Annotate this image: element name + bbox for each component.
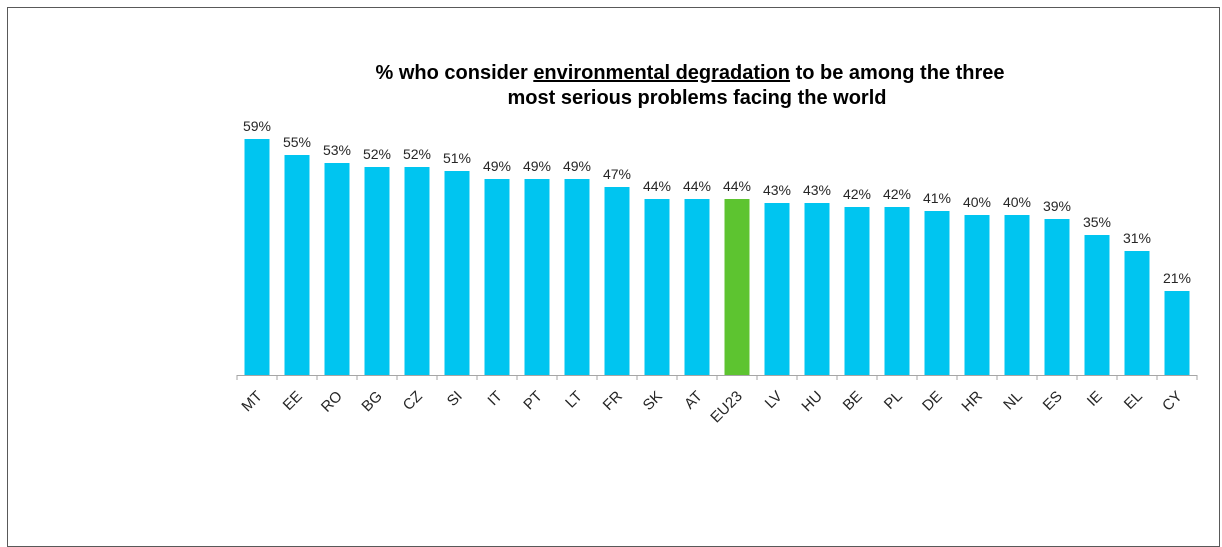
bar-sk — [644, 199, 670, 375]
data-label-hu: 43% — [803, 182, 831, 198]
data-labels-group: 59% 55% 53% 52% 52% 51% 49% 49% 49% 47% 44% 44% 44% 4… — [243, 118, 1191, 286]
tick-label-es: ES — [1040, 388, 1066, 414]
bar-nl — [1004, 215, 1030, 375]
tick-label-mt: MT — [238, 388, 265, 415]
bar-de — [924, 211, 950, 375]
bar-cy — [1164, 291, 1190, 375]
bar-mt — [244, 139, 270, 375]
bar-hu — [804, 203, 830, 375]
bar-it — [484, 179, 510, 375]
tick-label-si: SI — [444, 388, 466, 410]
data-label-bg: 52% — [363, 146, 391, 162]
data-label-be: 42% — [843, 186, 871, 202]
data-label-pt: 49% — [523, 158, 551, 174]
chart-title-before: % who consider — [376, 62, 534, 84]
data-label-fr: 47% — [603, 166, 631, 182]
tick-label-cy: CY — [1159, 388, 1186, 415]
data-label-mt: 59% — [243, 118, 271, 134]
tick-label-hr: HR — [958, 388, 985, 415]
bar-pl — [884, 207, 910, 375]
chart-title-after: to be among the three — [790, 62, 1004, 84]
bar-at — [684, 199, 710, 375]
tick-label-at: AT — [681, 388, 706, 413]
bar-cz — [404, 167, 430, 375]
tick-label-nl: NL — [1000, 388, 1026, 414]
tick-label-hu: HU — [798, 388, 825, 415]
data-label-ro: 53% — [323, 142, 351, 158]
data-label-eu23: 44% — [723, 178, 751, 194]
data-label-de: 41% — [923, 190, 951, 206]
tick-label-ee: EE — [280, 388, 306, 414]
chart-title-underlined: environmental degradation — [533, 62, 790, 84]
bar-be — [844, 207, 870, 375]
tick-label-sk: SK — [640, 388, 666, 414]
bar-eu23 — [724, 199, 750, 375]
data-label-pl: 42% — [883, 186, 911, 202]
bar-chart: % who consider environmental degradation… — [236, 62, 1198, 427]
tick-label-pl: PL — [881, 388, 906, 413]
data-label-lv: 43% — [763, 182, 791, 198]
data-label-ie: 35% — [1083, 214, 1111, 230]
bar-lv — [764, 203, 790, 375]
data-label-cz: 52% — [403, 146, 431, 162]
tick-label-be: BE — [840, 388, 866, 414]
tick-label-fr: FR — [600, 388, 626, 414]
tick-label-ie: IE — [1084, 388, 1106, 410]
data-label-si: 51% — [443, 150, 471, 166]
tick-label-lv: LV — [762, 388, 786, 412]
data-label-sk: 44% — [643, 178, 671, 194]
chart-title-line-1: % who consider environmental degradation… — [376, 62, 1005, 84]
tick-label-de: DE — [919, 388, 946, 415]
data-label-hr: 40% — [963, 194, 991, 210]
tick-label-bg: BG — [358, 388, 385, 415]
bars-group — [244, 139, 1190, 375]
bar-si — [444, 171, 470, 375]
data-label-at: 44% — [683, 178, 711, 194]
data-label-ee: 55% — [283, 134, 311, 150]
chart-title-line-2: most serious problems facing the world — [508, 87, 887, 109]
bar-ro — [324, 163, 350, 375]
bar-bg — [364, 167, 390, 375]
tick-label-lt: LT — [562, 388, 586, 412]
bar-pt — [524, 179, 550, 375]
tick-label-it: IT — [484, 388, 505, 409]
x-axis: MT EE RO BG CZ SI IT PT LT FR SK AT EU23 LV HU BE PL DE HR… — [236, 375, 1198, 427]
data-label-it: 49% — [483, 158, 511, 174]
bar-lt — [564, 179, 590, 375]
bar-el — [1124, 251, 1150, 375]
tick-label-cz: CZ — [400, 388, 426, 414]
tick-label-pt: PT — [520, 388, 546, 414]
tick-label-el: EL — [1121, 388, 1146, 413]
bar-fr — [604, 187, 630, 375]
bar-ee — [284, 155, 310, 375]
data-label-el: 31% — [1123, 230, 1151, 246]
data-label-cy: 21% — [1163, 270, 1191, 286]
bar-ie — [1084, 235, 1110, 375]
bar-es — [1044, 219, 1070, 375]
bar-hr — [964, 215, 990, 375]
data-label-es: 39% — [1043, 198, 1071, 214]
data-label-lt: 49% — [563, 158, 591, 174]
tick-label-eu23: EU23 — [707, 388, 746, 427]
tick-label-ro: RO — [318, 388, 346, 416]
data-label-nl: 40% — [1003, 194, 1031, 210]
